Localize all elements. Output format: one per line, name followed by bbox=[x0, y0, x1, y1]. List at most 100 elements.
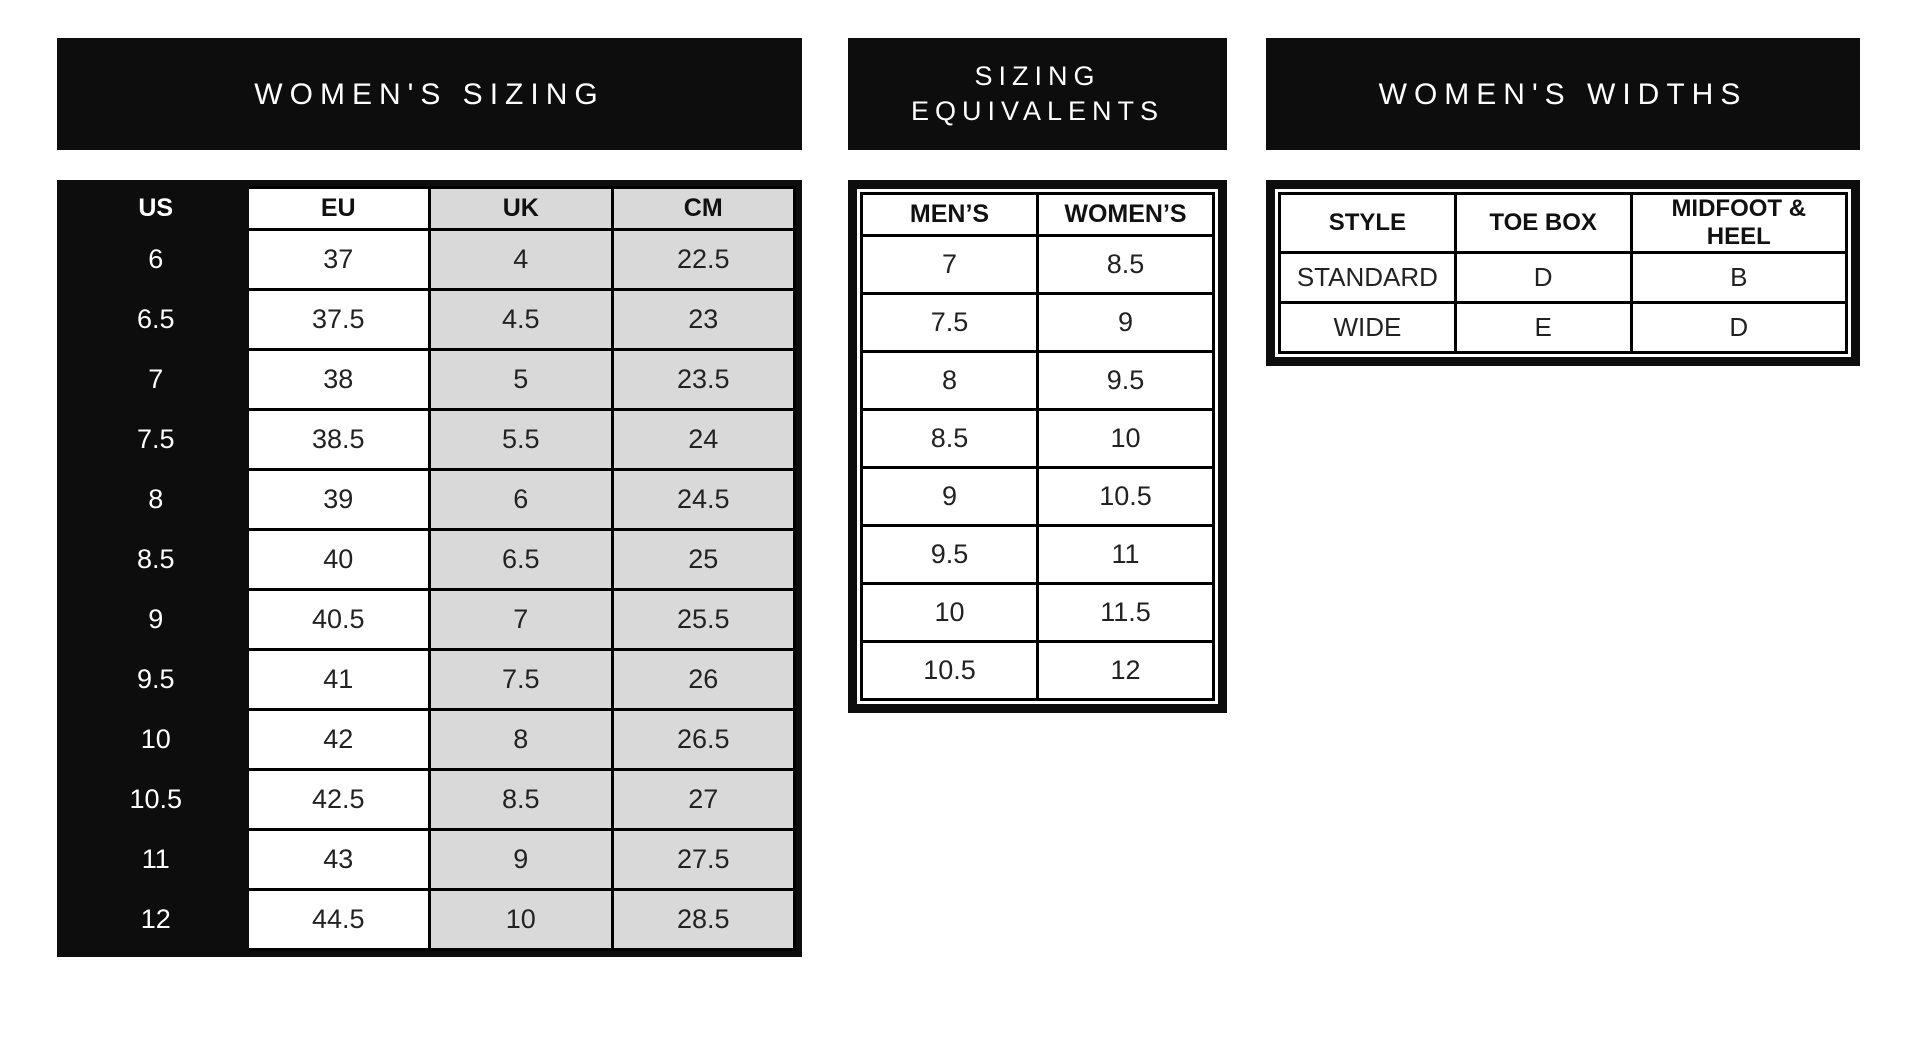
womens-sizing-title-bar: WOMEN'S SIZING bbox=[57, 38, 802, 150]
table-cell: 38 bbox=[245, 348, 431, 411]
table-cell: 28.5 bbox=[610, 888, 796, 951]
table-cell: 39 bbox=[245, 468, 431, 531]
table-cell: WIDE bbox=[1278, 301, 1457, 354]
table-cell: 7.5 bbox=[63, 408, 249, 471]
table-cell: 27 bbox=[610, 768, 796, 831]
header-row: MEN’S WOMEN’S bbox=[860, 192, 1215, 237]
table-cell: 26 bbox=[610, 648, 796, 711]
table-cell: 7 bbox=[63, 348, 249, 411]
table-cell: 11.5 bbox=[1036, 582, 1215, 643]
table-cell: 6.5 bbox=[428, 528, 614, 591]
table-row: 7 8.5 bbox=[860, 234, 1215, 295]
column-header-us: US bbox=[63, 186, 249, 231]
table-cell: 7.5 bbox=[428, 648, 614, 711]
table-cell: 8.5 bbox=[428, 768, 614, 831]
table-cell: 5.5 bbox=[428, 408, 614, 471]
table-cell: 22.5 bbox=[610, 228, 796, 291]
table-cell: 41 bbox=[245, 648, 431, 711]
table-cell: 9 bbox=[1036, 292, 1215, 353]
table-cell: 8 bbox=[860, 350, 1039, 411]
table-cell: 10.5 bbox=[860, 640, 1039, 701]
sizing-equivalents-table: MEN’S WOMEN’S 7 8.5 7.5 9 8 9.5 8.5 10 9 10.5 9.5 1… bbox=[860, 192, 1215, 701]
table-row: 8 9.5 bbox=[860, 350, 1215, 411]
table-cell: 9 bbox=[428, 828, 614, 891]
column-header-midfoot-heel: MIDFOOT & HEEL bbox=[1629, 192, 1849, 254]
header-row: US EU UK CM bbox=[63, 186, 796, 231]
column-header-cm: CM bbox=[610, 186, 796, 231]
table-cell: 5 bbox=[428, 348, 614, 411]
table-cell: 23 bbox=[610, 288, 796, 351]
sizing-equivalents-title-line1: SIZING bbox=[974, 60, 1101, 91]
table-cell: E bbox=[1453, 301, 1633, 354]
column-header-style: STYLE bbox=[1278, 192, 1457, 254]
table-cell: 10.5 bbox=[63, 768, 249, 831]
table-cell: 7 bbox=[860, 234, 1039, 295]
table-cell: 44.5 bbox=[245, 888, 431, 951]
table-cell: 8 bbox=[428, 708, 614, 771]
table-cell: 10 bbox=[1036, 408, 1215, 469]
header-row: STYLE TOE BOX MIDFOOT & HEEL bbox=[1278, 192, 1849, 254]
table-cell: 4.5 bbox=[428, 288, 614, 351]
table-cell: 8.5 bbox=[1036, 234, 1215, 295]
table-cell: 25.5 bbox=[610, 588, 796, 651]
table-cell: 10 bbox=[63, 708, 249, 771]
table-cell: D bbox=[1453, 251, 1633, 304]
column-header-womens: WOMEN’S bbox=[1036, 192, 1215, 237]
table-cell: 43 bbox=[245, 828, 431, 891]
table-cell: 6.5 bbox=[63, 288, 249, 351]
table-cell: 8.5 bbox=[63, 528, 249, 591]
table-cell: 25 bbox=[610, 528, 796, 591]
table-row: 8 39 6 24.5 bbox=[63, 468, 796, 531]
table-cell: STANDARD bbox=[1278, 251, 1457, 304]
column-header-eu: EU bbox=[245, 186, 431, 231]
column-header-mens: MEN’S bbox=[860, 192, 1039, 237]
table-row: 10 11.5 bbox=[860, 582, 1215, 643]
table-row: 8.5 40 6.5 25 bbox=[63, 528, 796, 591]
table-cell: 10 bbox=[428, 888, 614, 951]
sizing-equivalents-table-frame: MEN’S WOMEN’S 7 8.5 7.5 9 8 9.5 8.5 10 9 10.5 9.5 1… bbox=[848, 180, 1227, 713]
table-row: WIDE E D bbox=[1278, 301, 1849, 354]
table-cell: 37 bbox=[245, 228, 431, 291]
table-cell: 38.5 bbox=[245, 408, 431, 471]
table-row: 6 37 4 22.5 bbox=[63, 228, 796, 291]
womens-widths-table: STYLE TOE BOX MIDFOOT & HEEL STANDARD D B W… bbox=[1278, 192, 1849, 354]
table-cell: 7 bbox=[428, 588, 614, 651]
sizing-equivalents-header: MEN’S WOMEN’S bbox=[860, 192, 1215, 237]
womens-widths-title-bar: WOMEN'S WIDTHS bbox=[1266, 38, 1860, 150]
table-cell: 11 bbox=[1036, 524, 1215, 585]
sizing-equivalents-title-bar: SIZING EQUIVALENTS bbox=[848, 38, 1227, 150]
table-row: 11 43 9 27.5 bbox=[63, 828, 796, 891]
table-cell: 9.5 bbox=[860, 524, 1039, 585]
table-cell: B bbox=[1629, 251, 1849, 304]
table-row: STANDARD D B bbox=[1278, 251, 1849, 304]
table-cell: 7.5 bbox=[860, 292, 1039, 353]
table-row: 8.5 10 bbox=[860, 408, 1215, 469]
womens-widths-title: WOMEN'S WIDTHS bbox=[1378, 77, 1748, 111]
table-row: 6.5 37.5 4.5 23 bbox=[63, 288, 796, 351]
table-cell: 24 bbox=[610, 408, 796, 471]
table-cell: 8.5 bbox=[860, 408, 1039, 469]
table-cell: 11 bbox=[63, 828, 249, 891]
sizing-equivalents-table-inset: MEN’S WOMEN’S 7 8.5 7.5 9 8 9.5 8.5 10 9 10.5 9.5 1… bbox=[857, 189, 1218, 704]
table-row: 9.5 41 7.5 26 bbox=[63, 648, 796, 711]
table-row: 7 38 5 23.5 bbox=[63, 348, 796, 411]
table-cell: 42.5 bbox=[245, 768, 431, 831]
table-row: 10 42 8 26.5 bbox=[63, 708, 796, 771]
table-row: 7.5 9 bbox=[860, 292, 1215, 353]
table-cell: 12 bbox=[63, 888, 249, 951]
table-cell: 9 bbox=[63, 588, 249, 651]
table-cell: 10 bbox=[860, 582, 1039, 643]
womens-sizing-table-frame: US EU UK CM 6 37 4 22.5 6.5 37.5 4.5 23 7 38 5 23.5… bbox=[57, 180, 802, 957]
womens-widths-table-inset: STYLE TOE BOX MIDFOOT & HEEL STANDARD D B W… bbox=[1275, 189, 1851, 357]
column-header-uk: UK bbox=[428, 186, 614, 231]
table-cell: 9 bbox=[860, 466, 1039, 527]
table-cell: 12 bbox=[1036, 640, 1215, 701]
table-cell: 24.5 bbox=[610, 468, 796, 531]
table-cell: 40 bbox=[245, 528, 431, 591]
table-cell: 10.5 bbox=[1036, 466, 1215, 527]
table-row: 9 10.5 bbox=[860, 466, 1215, 527]
womens-widths-body: STANDARD D B WIDE E D bbox=[1278, 251, 1849, 354]
table-cell: 6 bbox=[63, 228, 249, 291]
table-cell: 37.5 bbox=[245, 288, 431, 351]
table-cell: 23.5 bbox=[610, 348, 796, 411]
